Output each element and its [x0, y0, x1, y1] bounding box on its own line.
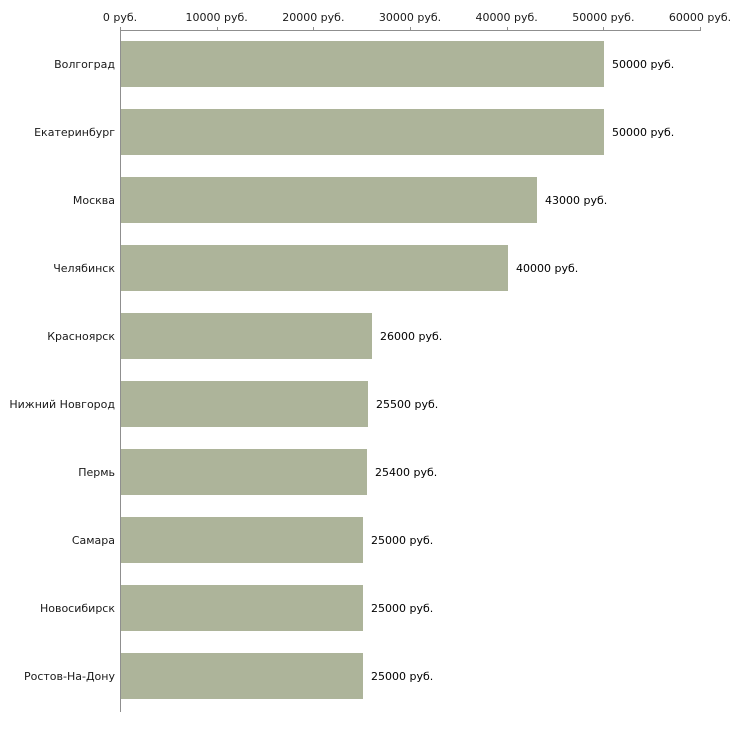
category-label: Пермь [78, 465, 115, 479]
category-label: Волгоград [54, 57, 115, 71]
value-label: 26000 руб. [380, 329, 443, 343]
x-axis-tick-label: 0 руб. [102, 11, 138, 24]
bar-row: Красноярск 26000 руб. [0, 302, 730, 370]
value-label: 50000 руб. [612, 125, 675, 139]
bar-row: Челябинск 40000 руб. [0, 234, 730, 302]
x-axis-tick-mark [120, 27, 121, 30]
category-label: Челябинск [53, 261, 115, 275]
x-axis-tick-mark [700, 27, 701, 30]
category-label: Нижний Новгород [9, 397, 115, 411]
x-axis-tick-mark [313, 27, 315, 30]
x-axis-tick-mark [410, 27, 411, 30]
bar [121, 109, 604, 155]
x-axis-tick-label: 20000 руб. [282, 11, 345, 24]
category-label: Самара [71, 533, 115, 547]
value-label: 43000 руб. [545, 193, 608, 207]
x-axis-line [120, 30, 701, 31]
bar-row: Екатеринбург 50000 руб. [0, 98, 730, 166]
value-label: 25000 руб. [371, 601, 434, 615]
y-axis-line [120, 30, 121, 712]
bar-row: Самара 25000 руб. [0, 506, 730, 574]
bar [121, 449, 367, 495]
x-axis-tick-mark [216, 27, 218, 30]
x-axis-tick-label: 10000 руб. [185, 11, 248, 24]
bar [121, 381, 368, 427]
bar [121, 653, 363, 699]
value-label: 25500 руб. [376, 397, 439, 411]
bar-row: Волгоград 50000 руб. [0, 30, 730, 98]
x-axis-tick-label: 60000 руб. [668, 11, 730, 24]
bar-row: Новосибирск 25000 руб. [0, 574, 730, 642]
category-label: Новосибирск [39, 601, 115, 615]
bar [121, 177, 537, 223]
bar-row: Москва 43000 руб. [0, 166, 730, 234]
x-axis-tick-label: 30000 руб. [378, 11, 442, 24]
x-axis-tick-mark [603, 27, 605, 30]
category-label: Ростов-На-Дону [23, 669, 115, 683]
value-label: 25000 руб. [371, 669, 434, 683]
category-label: Москва [72, 193, 115, 207]
value-label: 50000 руб. [612, 57, 675, 71]
bar-row: Нижний Новгород 25500 руб. [0, 370, 730, 438]
category-label: Екатеринбург [34, 125, 115, 139]
category-label: Красноярск [47, 329, 115, 343]
x-axis-tick-mark [506, 27, 508, 30]
value-label: 25000 руб. [371, 533, 434, 547]
value-label: 25400 руб. [375, 465, 438, 479]
bar [121, 41, 604, 87]
value-label: 40000 руб. [516, 261, 579, 275]
bar [121, 517, 363, 563]
bar [121, 585, 363, 631]
x-axis-tick-label: 50000 руб. [572, 11, 635, 24]
x-axis-tick-label: 40000 руб. [475, 11, 538, 24]
bar-row: Ростов-На-Дону 25000 руб. [0, 642, 730, 710]
bar-row: Пермь 25400 руб. [0, 438, 730, 506]
bar [121, 313, 372, 359]
bar [121, 245, 508, 291]
